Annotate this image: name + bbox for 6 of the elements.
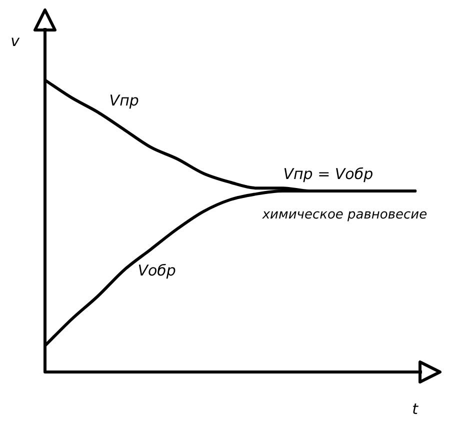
series-label: Vпр: [109, 92, 139, 110]
annotation: химическое равновесие: [261, 207, 428, 222]
series-label: Vобр: [138, 261, 176, 280]
y-axis-title: v: [10, 32, 21, 50]
annotation: Vпр = Vобр: [283, 164, 374, 183]
x-axis-title: t: [412, 400, 420, 418]
